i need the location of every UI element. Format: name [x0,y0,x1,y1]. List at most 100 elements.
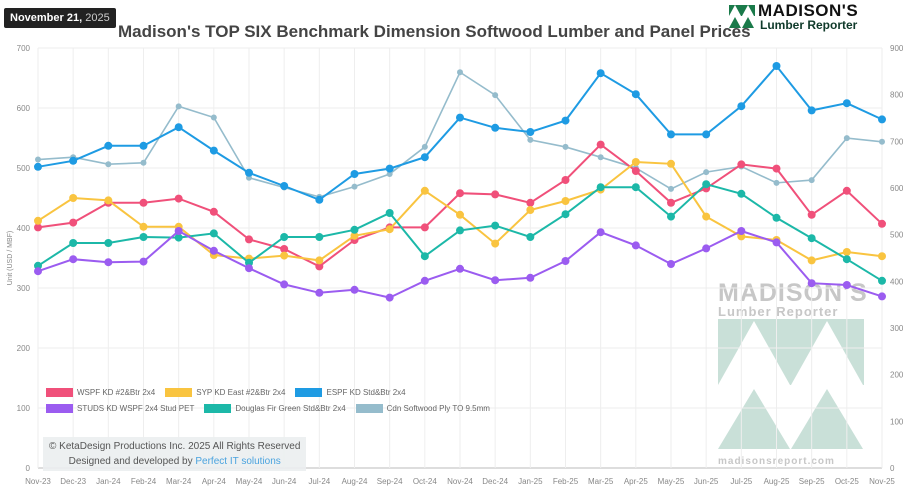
y2-tick-label: 500 [890,231,904,240]
data-point [104,196,113,205]
data-point [772,238,781,247]
x-tick-label: Feb-25 [553,477,579,486]
data-point [772,164,781,173]
data-point [596,228,605,237]
data-point [631,241,640,250]
x-tick-label: Sep-24 [377,477,403,486]
madisons-logo: MADISON'S Lumber Reporter [728,1,910,33]
legend-label: SYP KD East #2&Btr 2x4 [196,388,286,397]
data-point [104,258,113,267]
designer-link[interactable]: Perfect IT solutions [195,456,281,467]
chart-title: Madison's TOP SIX Benchmark Dimension So… [118,22,751,41]
data-point [597,154,604,161]
data-point [491,239,500,248]
y-tick-label: 700 [17,44,31,53]
legend-swatch [295,388,323,397]
y2-tick-label: 0 [890,464,895,473]
data-point [34,216,42,225]
legend-label: ESPF KD Std&Btr 2x4 [326,388,406,397]
data-point [456,264,464,273]
data-point [491,190,500,199]
x-tick-label: Nov-25 [869,477,895,486]
data-point [139,141,148,150]
data-point [385,225,394,234]
data-point [209,229,218,238]
data-point [139,233,148,241]
data-point [737,189,746,198]
data-point [350,225,359,234]
legend-item-syp[interactable]: SYP KD East #2&Btr 2x4 [165,388,285,397]
legend-item-douglas-fir[interactable]: Douglas Fir Green Std&Btr 2x4 [204,404,346,413]
data-point [315,262,324,271]
y2-tick-label: 600 [890,184,904,193]
data-point [737,160,746,169]
legend-item-studs[interactable]: STUDS KD WSPF 2x4 Stud PET [46,404,194,413]
x-tick-label: May-25 [658,477,685,486]
data-point [667,159,675,168]
data-point [69,194,78,202]
watermark: MADISON'S Lumber Reporter madisonsreport… [718,281,867,467]
data-point [878,252,886,261]
date-badge: November 21, 2025 [4,8,116,28]
data-point [420,252,429,261]
data-point [315,288,324,297]
y2-tick-label: 800 [890,91,904,100]
data-point [139,198,148,207]
x-tick-label: Jun-25 [694,477,719,486]
y-tick-label: 0 [26,464,31,473]
x-tick-label: Oct-25 [835,477,860,486]
legend-item-wspf[interactable]: WSPF KD #2&Btr 2x4 [46,388,155,397]
legend-item-espf[interactable]: ESPF KD Std&Btr 2x4 [295,388,406,397]
y-tick-label: 400 [17,224,31,233]
x-tick-label: Aug-25 [764,477,790,486]
x-tick-label: Jan-25 [518,477,543,486]
data-point [702,180,711,189]
data-point [351,183,358,190]
x-tick-label: Oct-24 [413,477,438,486]
data-point [491,123,500,132]
data-point [807,256,816,265]
data-point [69,218,78,227]
data-point [69,239,78,247]
data-point [315,195,324,204]
data-point [878,276,886,285]
data-point [174,227,183,235]
data-point [69,156,78,165]
data-point [209,246,218,255]
data-point [245,235,253,244]
data-point [139,222,148,231]
data-point [561,116,570,125]
data-point [842,99,851,108]
x-tick-label: May-24 [236,477,263,486]
data-point [34,223,42,232]
data-point [34,267,42,276]
data-point [596,140,605,149]
x-tick-label: Jun-24 [272,477,297,486]
data-point [35,156,41,163]
legend-item-plywood[interactable]: Cdn Softwood Ply TO 9.5mm [355,404,490,413]
data-point [703,169,710,176]
x-tick-label: Jul-24 [308,477,330,486]
data-point [808,177,815,184]
data-point [842,255,851,264]
data-point [807,279,816,288]
data-point [807,234,816,243]
legend-label: WSPF KD #2&Btr 2x4 [77,388,156,397]
data-point [842,186,851,195]
y-tick-label: 200 [17,344,31,353]
data-point [878,219,886,228]
data-point [420,153,429,162]
data-point [139,257,148,266]
copyright-text: © KetaDesign Productions Inc. 2025 All R… [49,441,301,452]
x-tick-label: Feb-24 [131,477,157,486]
data-point [245,264,253,273]
data-point [491,276,500,285]
data-point [174,233,183,242]
data-point [315,233,324,241]
data-point [385,209,394,217]
data-point [843,135,850,142]
legend-swatch [165,388,193,397]
data-point [527,136,534,143]
legend-swatch [46,404,73,413]
watermark-triangles-icon [718,319,864,449]
